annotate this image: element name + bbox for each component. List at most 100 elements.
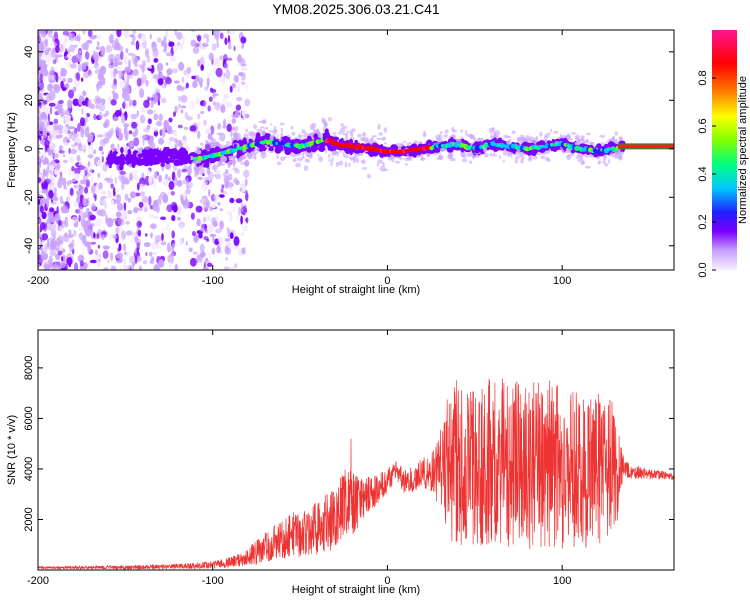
noise-point — [213, 194, 220, 200]
noise-point — [98, 79, 103, 83]
noise-point — [166, 242, 171, 253]
halo-point — [344, 161, 348, 168]
noise-point — [195, 96, 200, 106]
noise-point — [80, 215, 87, 220]
noise-point — [82, 90, 87, 97]
noise-point — [125, 230, 133, 236]
halo-point — [444, 129, 449, 134]
noise-point — [115, 227, 120, 234]
halo-point — [436, 157, 440, 160]
noise-point — [230, 129, 233, 138]
noise-point — [110, 143, 115, 151]
noise-point — [153, 243, 161, 249]
noise-point — [219, 208, 224, 212]
noise-point — [63, 142, 69, 147]
halo-point — [306, 158, 310, 163]
noise-point — [182, 135, 187, 141]
band-point — [147, 160, 153, 165]
noise-point — [205, 128, 212, 135]
noise-point — [44, 120, 50, 129]
y-tick-label: -40 — [23, 238, 35, 254]
halo-point — [355, 157, 360, 163]
noise-point — [124, 193, 129, 201]
noise-point — [141, 134, 147, 140]
noise-point — [161, 227, 165, 232]
halo-point — [273, 129, 278, 133]
noise-point — [49, 170, 54, 176]
noise-point — [106, 217, 112, 222]
halo-point — [621, 152, 625, 155]
noise-point — [160, 241, 167, 246]
noise-point — [64, 114, 72, 123]
noise-point — [124, 130, 129, 141]
halo-point — [461, 158, 468, 163]
noise-point — [84, 186, 89, 194]
noise-point — [54, 213, 61, 223]
noise-point — [71, 166, 75, 172]
noise-point — [200, 64, 204, 71]
halo-point — [194, 172, 198, 178]
chart-title: YM08.2025.306.03.21.C41 — [272, 1, 440, 17]
halo-point — [214, 169, 217, 173]
band-point — [111, 155, 118, 161]
band-point — [114, 160, 120, 165]
noise-point — [48, 164, 54, 171]
noise-point — [137, 229, 142, 237]
halo-point — [550, 128, 553, 133]
noise-point — [199, 82, 203, 88]
noise-point — [90, 203, 96, 212]
noise-point — [62, 77, 66, 83]
noise-point — [100, 195, 107, 200]
halo-point — [566, 154, 572, 161]
noise-point — [68, 156, 75, 163]
halo-point — [575, 155, 579, 159]
noise-point — [119, 69, 122, 80]
halo-point — [219, 133, 223, 136]
noise-point — [172, 68, 179, 74]
band-point — [122, 157, 129, 161]
noise-point — [148, 251, 153, 257]
noise-point — [125, 220, 130, 225]
noise-point — [67, 191, 71, 201]
noise-point — [56, 206, 59, 216]
noise-point — [62, 159, 68, 164]
halo-point — [489, 152, 493, 157]
noise-point — [46, 238, 50, 248]
noise-point — [223, 236, 227, 243]
snr-marks — [38, 378, 674, 570]
noise-point — [57, 220, 62, 226]
y-tick-label: 40 — [23, 46, 35, 58]
noise-point — [117, 174, 125, 181]
halo-point — [577, 139, 581, 145]
noise-point — [152, 200, 159, 206]
noise-point — [87, 242, 92, 253]
noise-point — [80, 179, 87, 185]
noise-point — [128, 172, 133, 182]
halo-point — [382, 136, 386, 141]
halo-point — [536, 135, 539, 141]
halo-point — [230, 159, 237, 165]
halo-point — [460, 129, 463, 133]
noise-point — [183, 126, 189, 131]
noise-point — [139, 191, 145, 197]
noise-point — [149, 213, 154, 219]
noise-point — [90, 241, 97, 245]
halo-point — [295, 162, 301, 168]
noise-point — [84, 228, 92, 237]
noise-point — [57, 106, 62, 115]
noise-point — [96, 232, 100, 240]
halo-point — [533, 155, 538, 160]
noise-point — [197, 59, 201, 67]
band-point — [497, 137, 503, 145]
noise-point — [104, 132, 111, 140]
halo-point — [328, 117, 332, 122]
halo-point — [276, 134, 279, 137]
noise-point — [235, 83, 241, 94]
noise-point — [169, 55, 177, 62]
noise-point — [153, 179, 157, 190]
noise-point — [217, 122, 221, 130]
noise-point — [143, 242, 151, 248]
noise-point — [229, 85, 233, 93]
noise-point — [85, 179, 90, 188]
band-point — [242, 137, 247, 144]
